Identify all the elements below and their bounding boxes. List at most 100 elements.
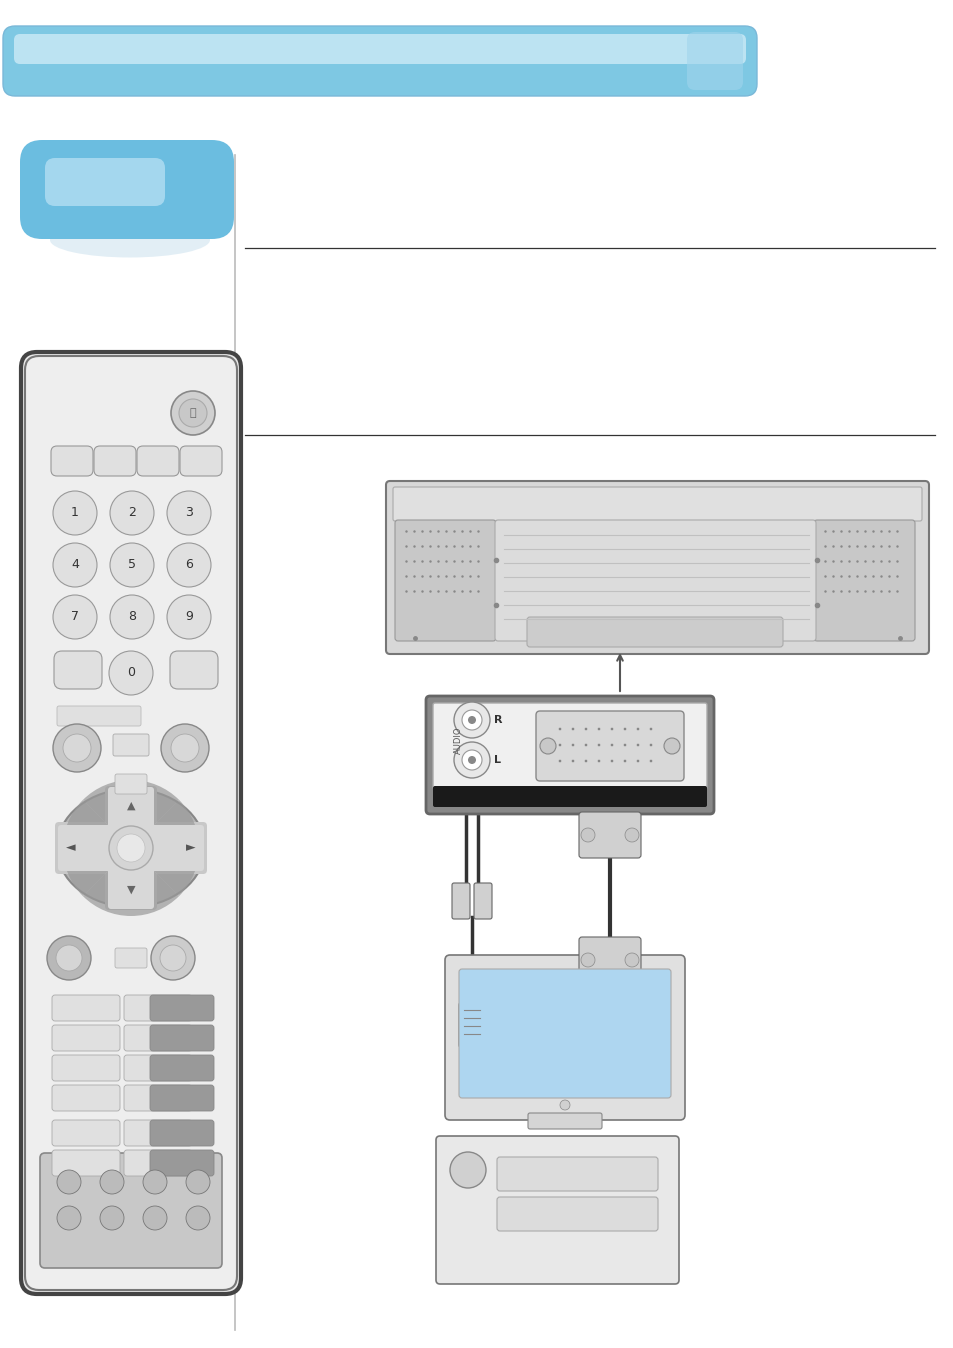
Circle shape	[110, 594, 153, 639]
Circle shape	[186, 1206, 210, 1229]
Circle shape	[454, 741, 490, 778]
FancyBboxPatch shape	[124, 1150, 192, 1175]
Circle shape	[559, 1100, 569, 1109]
Circle shape	[151, 936, 194, 980]
FancyBboxPatch shape	[108, 787, 153, 909]
Wedge shape	[131, 799, 199, 896]
FancyBboxPatch shape	[112, 735, 149, 756]
Text: 1: 1	[71, 507, 79, 519]
FancyBboxPatch shape	[474, 883, 492, 919]
FancyBboxPatch shape	[52, 1120, 120, 1146]
Text: ▲: ▲	[127, 801, 135, 811]
FancyBboxPatch shape	[170, 651, 218, 689]
FancyBboxPatch shape	[94, 446, 136, 476]
Circle shape	[624, 828, 639, 842]
Circle shape	[47, 936, 91, 980]
Circle shape	[143, 1170, 167, 1194]
Circle shape	[580, 828, 595, 842]
Circle shape	[109, 826, 152, 869]
Circle shape	[171, 735, 199, 762]
FancyBboxPatch shape	[436, 1136, 679, 1285]
FancyBboxPatch shape	[180, 446, 222, 476]
Circle shape	[663, 737, 679, 754]
Wedge shape	[83, 848, 179, 917]
Wedge shape	[63, 799, 131, 896]
FancyBboxPatch shape	[58, 825, 204, 871]
FancyBboxPatch shape	[444, 954, 684, 1120]
Text: 2: 2	[128, 507, 135, 519]
Circle shape	[171, 391, 214, 435]
Circle shape	[624, 953, 639, 967]
Text: 6: 6	[185, 558, 193, 572]
FancyBboxPatch shape	[45, 158, 165, 206]
Circle shape	[110, 491, 153, 535]
Text: 9: 9	[185, 611, 193, 624]
FancyBboxPatch shape	[40, 1153, 222, 1268]
FancyBboxPatch shape	[150, 1120, 213, 1146]
Circle shape	[167, 491, 211, 535]
Circle shape	[468, 756, 476, 764]
Circle shape	[186, 1170, 210, 1194]
Circle shape	[167, 543, 211, 586]
Circle shape	[461, 710, 481, 731]
FancyBboxPatch shape	[51, 446, 92, 476]
FancyBboxPatch shape	[52, 1150, 120, 1175]
FancyBboxPatch shape	[52, 1055, 120, 1081]
Text: 3: 3	[185, 507, 193, 519]
FancyBboxPatch shape	[497, 1197, 658, 1231]
FancyBboxPatch shape	[536, 710, 683, 780]
Text: 4: 4	[71, 558, 79, 572]
Circle shape	[179, 399, 207, 427]
Wedge shape	[83, 780, 179, 848]
FancyBboxPatch shape	[578, 811, 640, 857]
Circle shape	[117, 834, 145, 861]
Circle shape	[53, 724, 101, 772]
FancyBboxPatch shape	[150, 1055, 213, 1081]
Circle shape	[580, 953, 595, 967]
Circle shape	[454, 702, 490, 737]
Circle shape	[100, 1170, 124, 1194]
Circle shape	[161, 724, 209, 772]
Text: AUDIO: AUDIO	[453, 727, 462, 754]
Text: ⏻: ⏻	[190, 408, 196, 418]
Circle shape	[450, 1153, 485, 1188]
FancyBboxPatch shape	[14, 34, 745, 63]
Text: 0: 0	[127, 666, 135, 679]
FancyBboxPatch shape	[137, 446, 179, 476]
FancyBboxPatch shape	[52, 1024, 120, 1051]
Text: ◄: ◄	[66, 841, 75, 855]
FancyBboxPatch shape	[57, 706, 141, 727]
FancyBboxPatch shape	[150, 995, 213, 1020]
Circle shape	[63, 735, 91, 762]
FancyBboxPatch shape	[386, 481, 928, 654]
FancyBboxPatch shape	[433, 786, 706, 807]
FancyBboxPatch shape	[150, 1150, 213, 1175]
Text: 7: 7	[71, 611, 79, 624]
Text: ▼: ▼	[127, 886, 135, 895]
FancyBboxPatch shape	[124, 1085, 192, 1111]
Text: R: R	[494, 714, 502, 725]
FancyBboxPatch shape	[150, 1085, 213, 1111]
FancyBboxPatch shape	[527, 1113, 601, 1130]
FancyBboxPatch shape	[52, 1085, 120, 1111]
Circle shape	[100, 1206, 124, 1229]
FancyBboxPatch shape	[8, 49, 747, 96]
FancyBboxPatch shape	[115, 774, 147, 794]
Text: ►: ►	[186, 841, 195, 855]
Ellipse shape	[50, 222, 210, 257]
FancyBboxPatch shape	[124, 995, 192, 1020]
FancyBboxPatch shape	[813, 520, 914, 642]
FancyBboxPatch shape	[452, 883, 470, 919]
FancyBboxPatch shape	[526, 617, 782, 647]
FancyBboxPatch shape	[393, 487, 921, 520]
FancyBboxPatch shape	[3, 26, 757, 96]
FancyBboxPatch shape	[426, 696, 713, 814]
Circle shape	[539, 737, 556, 754]
FancyBboxPatch shape	[25, 356, 236, 1290]
Circle shape	[53, 543, 97, 586]
Circle shape	[110, 543, 153, 586]
Text: 5: 5	[128, 558, 136, 572]
Circle shape	[461, 749, 481, 770]
Circle shape	[53, 594, 97, 639]
Circle shape	[57, 1170, 81, 1194]
